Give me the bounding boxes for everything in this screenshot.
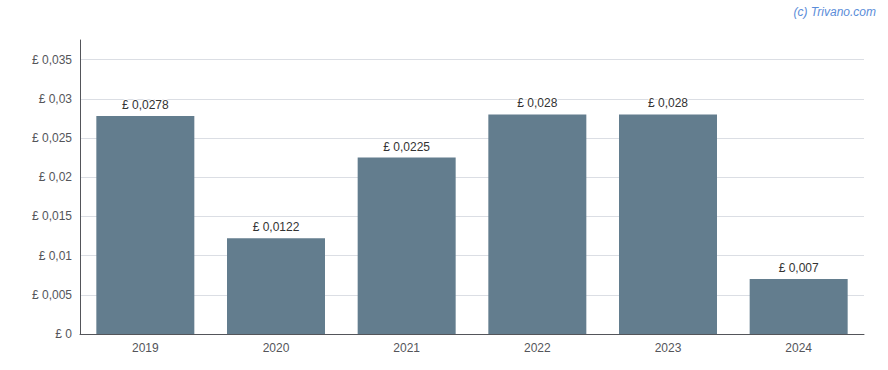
svg-text:£ 0,028: £ 0,028 bbox=[517, 96, 557, 110]
svg-text:£ 0,015: £ 0,015 bbox=[32, 209, 72, 223]
svg-text:2023: 2023 bbox=[655, 341, 682, 355]
svg-text:£ 0,025: £ 0,025 bbox=[32, 131, 72, 145]
svg-text:£ 0,035: £ 0,035 bbox=[32, 53, 72, 67]
svg-text:£ 0,01: £ 0,01 bbox=[39, 249, 73, 263]
svg-text:£ 0,0122: £ 0,0122 bbox=[253, 220, 300, 234]
svg-text:2020: 2020 bbox=[263, 341, 290, 355]
svg-text:(c) Trivano.com: (c) Trivano.com bbox=[794, 5, 876, 19]
svg-text:£ 0: £ 0 bbox=[55, 327, 72, 341]
svg-text:£ 0,03: £ 0,03 bbox=[39, 92, 73, 106]
svg-text:£ 0,005: £ 0,005 bbox=[32, 288, 72, 302]
svg-text:£ 0,028: £ 0,028 bbox=[648, 96, 688, 110]
svg-text:2022: 2022 bbox=[524, 341, 551, 355]
svg-text:£ 0,007: £ 0,007 bbox=[779, 261, 819, 275]
svg-text:2021: 2021 bbox=[393, 341, 420, 355]
svg-text:2019: 2019 bbox=[132, 341, 159, 355]
svg-text:£ 0,0278: £ 0,0278 bbox=[122, 98, 169, 112]
svg-text:£ 0,0225: £ 0,0225 bbox=[383, 140, 430, 154]
svg-text:2024: 2024 bbox=[785, 341, 812, 355]
svg-text:£ 0,02: £ 0,02 bbox=[39, 170, 73, 184]
